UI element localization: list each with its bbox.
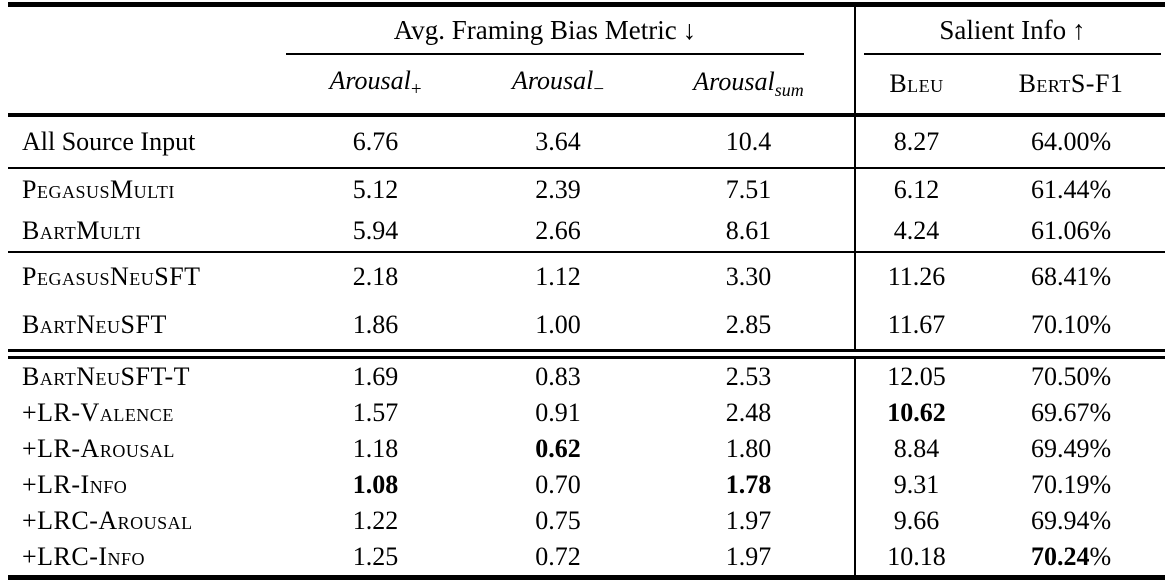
- cell-arousal-minus: 0.83: [473, 349, 643, 395]
- cell-berts-f1: 61.44%: [977, 167, 1166, 210]
- col-header-arousal-sum: Arousalsum: [643, 55, 857, 117]
- row-label: All Source Input: [22, 127, 196, 156]
- cell-arousal-minus: 3.64: [535, 127, 581, 156]
- cell-bleu: 10.62: [887, 398, 946, 427]
- row-label: +LRC-Info: [22, 542, 146, 571]
- table-row: +LR-Valence 1.57 0.91 2.48 10.62 69.67%: [8, 395, 1165, 431]
- cell-arousal-minus: 0.72: [535, 542, 581, 571]
- table-row: PegasusMulti 5.12 2.39 7.51 6.12 61.44%: [8, 167, 1166, 210]
- cell-bleu: 11.26: [855, 251, 978, 301]
- cell-arousal-plus: 5.94: [352, 215, 399, 245]
- col-header-arousal-minus: Arousal−: [473, 55, 643, 117]
- cell-arousal-sum: 8.61: [643, 210, 857, 252]
- table-row: BartNeuSFT 1.86 1.00 2.85 11.67 70.10%: [8, 301, 1165, 354]
- cell-berts-f1: 70.50%: [977, 349, 1166, 395]
- cell-berts-f1: 69.49%: [1030, 434, 1112, 463]
- cell-arousal-minus: 0.75: [535, 506, 581, 535]
- cell-arousal-plus: 5.12: [278, 167, 473, 210]
- table-row: +LRC-Info 1.25 0.72 1.97 10.18 70.24%: [8, 539, 1165, 578]
- col-header-arousal-plus: Arousal+: [278, 55, 473, 117]
- row-group: PegasusMulti 5.12 2.39 7.51 6.12 61.44% BartMu…: [8, 167, 1166, 252]
- down-arrow-icon: ↓: [682, 15, 697, 45]
- group-header-framing-bias: Avg. Framing Bias Metric ↓: [278, 4, 857, 55]
- cell-arousal-plus: 1.18: [352, 434, 399, 463]
- row-label: BartNeuSFT: [22, 310, 167, 339]
- cell-arousal-plus: 1.08: [352, 470, 399, 499]
- cell-arousal-sum: 2.48: [643, 395, 857, 431]
- cell-arousal-minus: 1.00: [535, 310, 581, 339]
- group-header-framing-bias-label: Avg. Framing Bias Metric: [393, 15, 677, 45]
- row-group: BartNeuSFT-T 1.69 0.83 2.53 12.05 70.50% +LR-V…: [8, 349, 1166, 578]
- table-row: +LR-Info 1.08 0.70 1.78 9.31 70.19%: [8, 467, 1165, 503]
- cell-bleu: 11.67: [887, 310, 946, 339]
- cell-berts-f1: 69.67%: [1030, 398, 1112, 427]
- cell-arousal-minus: 1.12: [473, 251, 643, 301]
- row-label: +LR-Info: [22, 470, 128, 499]
- corner-cell: [8, 5, 278, 56]
- row-label: +LR-Valence: [22, 398, 174, 427]
- cell-bleu: 12.05: [855, 349, 978, 395]
- row-group: All Source Input 6.76 3.64 10.4 8.27 64.00%: [8, 115, 1165, 168]
- cell-arousal-minus: 0.70: [535, 470, 581, 499]
- cell-arousal-sum: 3.30: [643, 251, 857, 301]
- cell-bleu: 8.27: [893, 127, 940, 156]
- row-label: BartNeuSFT-T: [8, 349, 278, 395]
- row-label: PegasusNeuSFT: [8, 251, 278, 301]
- cell-arousal-plus: 1.86: [352, 310, 399, 339]
- cell-arousal-sum: 1.97: [643, 539, 857, 578]
- cell-arousal-sum: 7.51: [643, 167, 857, 210]
- table-row: +LR-Arousal 1.18 0.62 1.80 8.84 69.49%: [8, 431, 1165, 467]
- cell-bleu: 10.18: [887, 542, 946, 571]
- cell-arousal-minus: 2.66: [535, 215, 581, 245]
- group-header-salient-info-label: Salient Info: [939, 15, 1067, 45]
- cell-bleu: 8.84: [893, 434, 940, 463]
- cell-bleu: 4.24: [893, 215, 940, 245]
- row-label: +LRC-Arousal: [22, 506, 193, 535]
- cell-arousal-plus: 1.57: [352, 398, 399, 427]
- cell-arousal-plus: 1.22: [352, 506, 399, 535]
- cell-arousal-sum: 1.78: [643, 467, 857, 503]
- column-header-row: Arousal+ Arousal− Arousalsum Bleu BertS-…: [8, 55, 1166, 117]
- row-label-header: [8, 55, 278, 117]
- cell-arousal-minus: 0.62: [535, 434, 581, 463]
- cell-arousal-sum: 1.80: [643, 431, 857, 467]
- cell-berts-f1: 61.06%: [1030, 215, 1112, 245]
- cell-arousal-sum: 2.85: [643, 301, 857, 354]
- up-arrow-icon: ↑: [1072, 15, 1086, 45]
- cell-berts-f1: 70.24%: [1030, 542, 1112, 571]
- row-label: +LR-Arousal: [22, 434, 175, 463]
- cell-berts-f1: 70.10%: [1030, 310, 1112, 339]
- col-header-berts-f1: BertS-F1: [977, 55, 1166, 117]
- cell-arousal-minus: 0.91: [535, 398, 581, 427]
- cell-berts-f1: 64.00%: [1030, 127, 1112, 156]
- cell-bleu: 9.66: [893, 506, 940, 535]
- table-header: Avg. Framing Bias Metric ↓ Salient Info ↑ …: [8, 4, 1166, 117]
- row-label: BartMulti: [22, 215, 142, 245]
- cell-arousal-minus: 2.39: [473, 167, 643, 210]
- cell-arousal-plus: 1.69: [278, 349, 473, 395]
- cell-arousal-sum: 2.53: [643, 349, 857, 395]
- col-header-bleu: Bleu: [855, 55, 978, 117]
- results-table: Avg. Framing Bias Metric ↓ Salient Info ↑ …: [8, 2, 1166, 580]
- cell-bleu: 6.12: [855, 167, 978, 210]
- table-row: PegasusNeuSFT 2.18 1.12 3.30 11.26 68.41%: [8, 251, 1166, 301]
- cell-berts-f1: 69.94%: [1030, 506, 1112, 535]
- table-row: +LRC-Arousal 1.22 0.75 1.97 9.66 69.94%: [8, 503, 1165, 539]
- cell-arousal-sum: 10.4: [643, 115, 857, 168]
- table-row: All Source Input 6.76 3.64 10.4 8.27 64.00%: [8, 115, 1165, 168]
- group-header-salient-info: Salient Info ↑: [855, 5, 1165, 55]
- cell-arousal-plus: 6.76: [352, 127, 399, 156]
- group-header-row: Avg. Framing Bias Metric ↓ Salient Info ↑: [8, 4, 1165, 56]
- row-label: PegasusMulti: [8, 167, 278, 210]
- cell-berts-f1: 70.19%: [1030, 470, 1112, 499]
- cell-arousal-plus: 1.25: [352, 542, 399, 571]
- table-row: BartNeuSFT-T 1.69 0.83 2.53 12.05 70.50%: [8, 349, 1166, 395]
- cell-berts-f1: 68.41%: [977, 251, 1166, 301]
- cell-arousal-plus: 2.18: [278, 251, 473, 301]
- table-row: BartMulti 5.94 2.66 8.61 4.24 61.06%: [8, 210, 1165, 252]
- cell-arousal-sum: 1.97: [643, 503, 857, 539]
- cell-bleu: 9.31: [893, 470, 940, 499]
- row-group: PegasusNeuSFT 2.18 1.12 3.30 11.26 68.41% Bart…: [8, 251, 1166, 354]
